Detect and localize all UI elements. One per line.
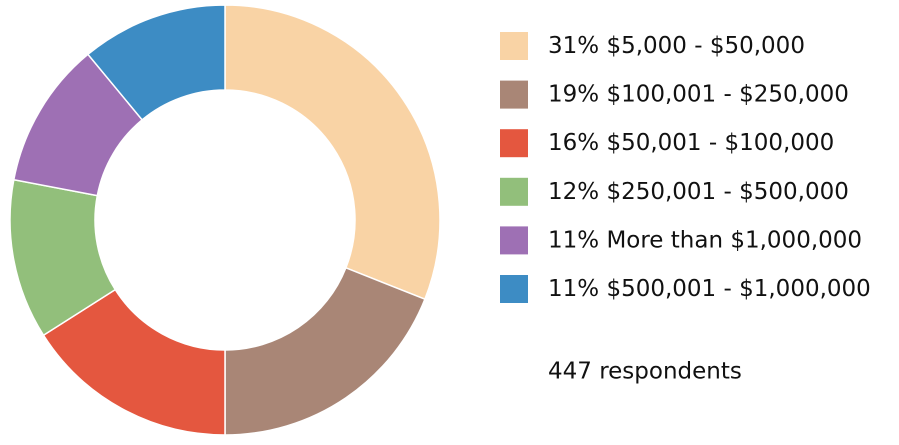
- legend-label: $50,001 - $100,000: [606, 130, 834, 156]
- legend-swatch: [500, 129, 528, 158]
- legend-value-label: 11%: [548, 276, 599, 302]
- legend-value-label: 11%: [548, 227, 599, 253]
- legend-value-label: 31%: [548, 33, 599, 59]
- legend-entry: 31% $5,000 - $50,000: [548, 33, 805, 59]
- legend-label: $500,001 - $1,000,000: [606, 276, 870, 302]
- donut-slice: [224, 266, 426, 436]
- legend-label: $250,001 - $500,000: [606, 178, 848, 204]
- legend-entry: 11% More than $1,000,000: [548, 227, 862, 253]
- donut-slice: [224, 4, 441, 301]
- legend-label: $5,000 - $50,000: [606, 33, 805, 59]
- legend-value-label: 19%: [548, 81, 599, 107]
- legend-swatch: [500, 32, 528, 60]
- legend-entry: 19% $100,001 - $250,000: [548, 81, 849, 107]
- legend-swatch: [500, 177, 528, 206]
- legend-swatch: [500, 275, 528, 303]
- legend-swatch: [500, 80, 528, 109]
- legend-value-label: 12%: [548, 178, 599, 204]
- legend-swatch: [500, 226, 528, 255]
- legend-entry: 16% $50,001 - $100,000: [548, 130, 834, 156]
- donut-slice: [86, 4, 226, 121]
- legend-value-label: 16%: [548, 130, 599, 156]
- legend-entry: 11% $500,001 - $1,000,000: [548, 276, 871, 302]
- legend-label: More than $1,000,000: [606, 227, 862, 253]
- annotation: 447 respondents: [548, 359, 742, 385]
- legend-entry: 12% $250,001 - $500,000: [548, 178, 849, 204]
- legend-label: $100,001 - $250,000: [606, 81, 848, 107]
